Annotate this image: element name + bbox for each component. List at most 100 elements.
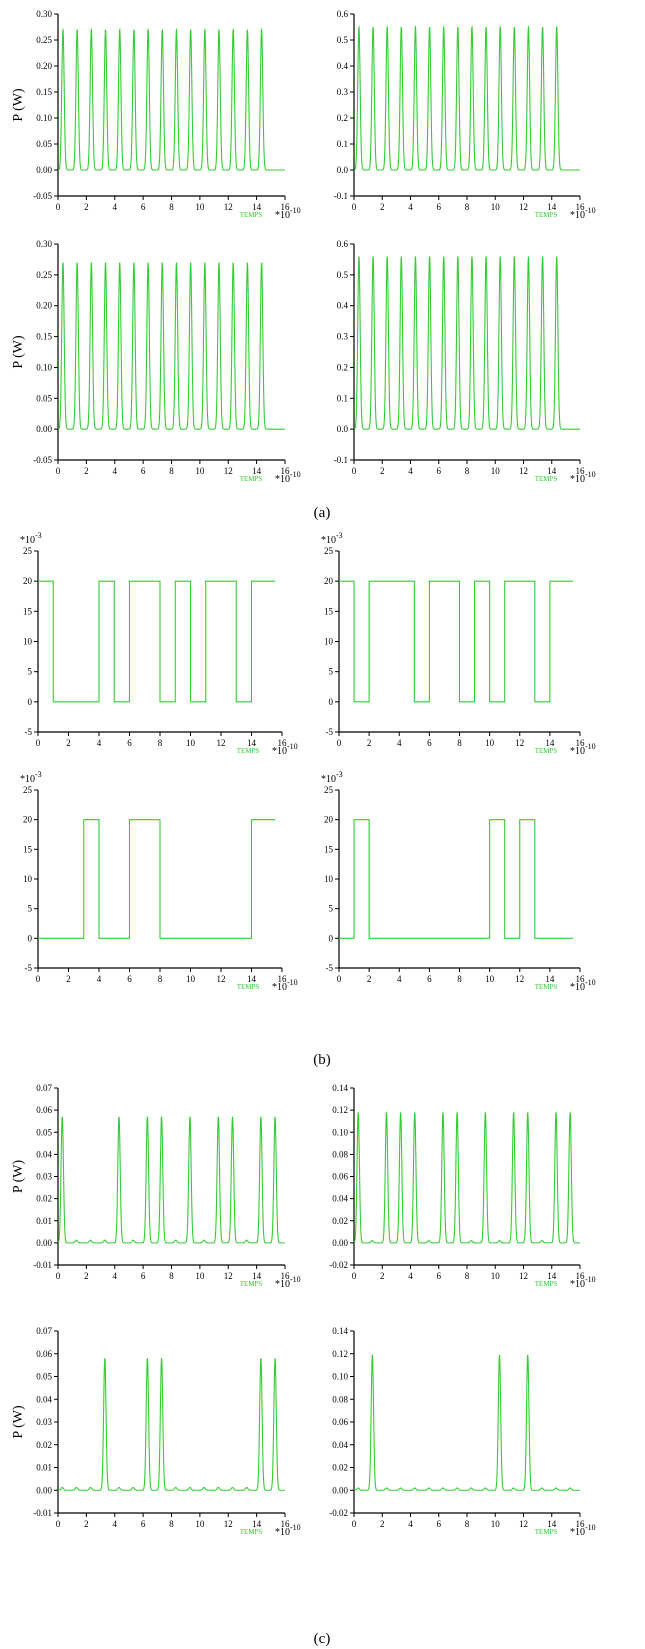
y-tick-label: 20 [324, 576, 334, 586]
y-tick-label: 0.6 [337, 9, 349, 19]
x-multiplier-base: *10 [570, 746, 585, 757]
y-tick-label: 0.3 [337, 332, 349, 342]
series-line [57, 27, 285, 171]
y-tick-label: 0.04 [332, 1440, 348, 1450]
y-tick-label: 15 [23, 606, 33, 616]
x-axis-tag: TEMPS [240, 211, 263, 219]
x-axis-tag: TEMPS [535, 211, 558, 219]
y-tick-label: 20 [23, 576, 33, 586]
x-tick-label: 12 [224, 466, 233, 476]
y-axis-label: P (W) [11, 335, 26, 369]
y-tick-label: 0.10 [332, 1372, 348, 1382]
x-tick-label: 8 [169, 466, 174, 476]
x-tick-label: 6 [437, 466, 442, 476]
x-multiplier: *10-10 [275, 206, 301, 221]
y-tick-label: -5 [25, 727, 33, 737]
x-multiplier-exp: -10 [585, 742, 596, 751]
x-tick-label: 2 [367, 738, 372, 748]
x-multiplier: *10-10 [570, 978, 596, 993]
panel-c3: 0 2 4 6 8 10 12 14 16 -0.01 0.00 0.01 0.02 0.03 0.04 0.… [11, 1326, 301, 1538]
x-tick-label: 2 [380, 1519, 385, 1529]
y-tick-label: 0.05 [36, 393, 52, 403]
y-tick-label: -0.05 [33, 455, 52, 465]
x-tick-label: 0 [36, 974, 41, 984]
x-multiplier-base: *10 [275, 1527, 290, 1538]
x-tick-label: 2 [380, 466, 385, 476]
x-tick-label: 8 [457, 738, 462, 748]
x-tick-label: 4 [113, 1271, 118, 1281]
x-tick-label: 8 [169, 1271, 174, 1281]
series-line [58, 1358, 285, 1491]
y-tick-label: 0.1 [337, 393, 348, 403]
x-tick-label: 8 [457, 974, 462, 984]
x-tick-label: 16 [576, 1519, 586, 1529]
y-tick-label: 0.06 [332, 1417, 348, 1427]
series-line [57, 262, 285, 430]
y-multiplier-base: *10 [20, 774, 35, 785]
x-multiplier-exp: -10 [585, 978, 596, 987]
x-multiplier-exp: -10 [585, 1275, 596, 1284]
y-tick-label: 0.02 [332, 1216, 348, 1226]
x-multiplier: *10-10 [570, 470, 596, 485]
y-multiplier: *10-3 [321, 531, 343, 546]
y-axis-label: P (W) [11, 88, 26, 122]
x-tick-label: 2 [367, 974, 372, 984]
y-tick-label: 0 [28, 697, 33, 707]
x-tick-label: 10 [195, 1519, 205, 1529]
x-multiplier-base: *10 [275, 474, 290, 485]
y-tick-label: 0.20 [36, 61, 52, 71]
panel-a2: 0 2 4 6 8 10 12 14 16 -0.1 0.0 0.1 0.2 0.3 0.4 0.5 0.6 TE… [334, 9, 596, 221]
x-tick-label: 4 [408, 1519, 413, 1529]
x-tick-label: 14 [252, 1271, 262, 1281]
x-tick-label: 2 [84, 1271, 89, 1281]
x-tick-label: 14 [547, 1271, 557, 1281]
y-tick-label: -0.02 [329, 1508, 348, 1518]
panel-a1: 0 2 4 6 8 10 12 14 16 -0.05 0.00 0.05 0.10 0.15 0.20 0.… [11, 9, 301, 221]
x-tick-label: 12 [217, 974, 226, 984]
x-axis-tag: TEMPS [535, 747, 558, 755]
y-tick-label: 15 [23, 844, 33, 854]
y-axis-label: P (W) [11, 1405, 26, 1439]
x-tick-label: 8 [465, 1271, 470, 1281]
y-tick-label: 0.20 [36, 301, 52, 311]
x-tick-label: 12 [217, 738, 226, 748]
y-tick-label: 0.03 [36, 1417, 52, 1427]
y-tick-label: 25 [324, 546, 334, 556]
x-tick-label: 2 [380, 1271, 385, 1281]
x-tick-label: 14 [252, 202, 262, 212]
x-tick-label: 2 [380, 202, 385, 212]
y-tick-label: 0.5 [337, 35, 349, 45]
y-multiplier-exp: -3 [35, 770, 42, 779]
x-tick-label: 0 [36, 738, 41, 748]
x-multiplier-base: *10 [275, 1279, 290, 1290]
y-multiplier: *10-3 [20, 531, 42, 546]
x-multiplier-exp: -10 [290, 1275, 301, 1284]
y-tick-label: 0.03 [36, 1172, 52, 1182]
x-multiplier: *10-10 [275, 1523, 301, 1538]
y-tick-label: 0.0 [337, 165, 349, 175]
x-multiplier-exp: -10 [585, 1523, 596, 1532]
x-multiplier-exp: -10 [585, 206, 596, 215]
y-tick-label: 0.2 [337, 113, 348, 123]
y-tick-label: 5 [28, 904, 33, 914]
x-axis-tag: TEMPS [240, 1280, 263, 1288]
x-tick-label: 2 [66, 974, 71, 984]
x-multiplier: *10-10 [570, 1275, 596, 1290]
y-tick-label: 0.06 [332, 1172, 348, 1182]
panel-c2: 0 2 4 6 8 10 12 14 16 -0.02 0.00 0.02 0.04 0.06 0.08 0.… [329, 1083, 595, 1290]
y-multiplier-base: *10 [321, 774, 336, 785]
x-multiplier-base: *10 [272, 982, 287, 993]
x-multiplier-base: *10 [570, 1527, 585, 1538]
x-tick-label: 10 [195, 202, 205, 212]
x-tick-label: 16 [281, 466, 291, 476]
y-axis-label: P (W) [11, 1160, 26, 1194]
y-tick-label: 5 [329, 904, 334, 914]
y-tick-label: -0.1 [334, 191, 348, 201]
panel-a3: 0 2 4 6 8 10 12 14 16 -0.05 0.00 0.05 0.10 0.15 0.20 0.… [11, 239, 301, 485]
x-tick-label: 4 [113, 202, 118, 212]
x-tick-label: 6 [127, 738, 132, 748]
y-tick-label: 0.30 [36, 9, 52, 19]
x-tick-label: 16 [281, 202, 291, 212]
